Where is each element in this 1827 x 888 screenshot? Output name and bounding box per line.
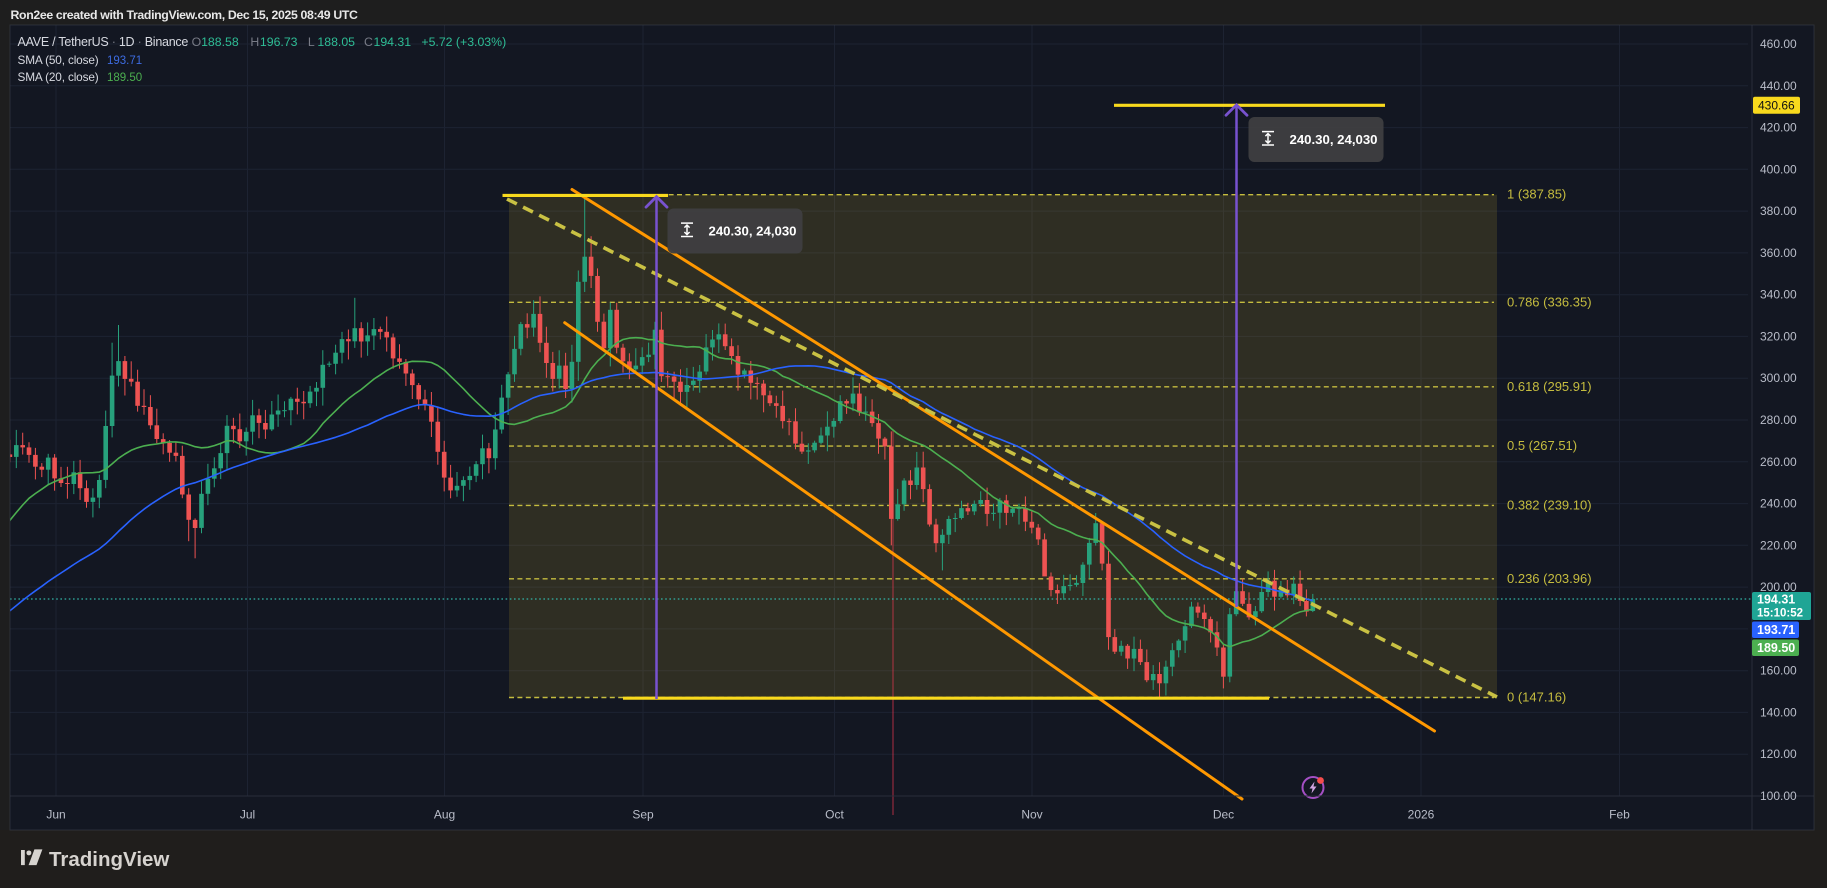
svg-text:Oct: Oct [825,808,844,822]
svg-text:Dec: Dec [1213,808,1234,822]
svg-text:189.50: 189.50 [107,72,142,84]
svg-text:160.00: 160.00 [1760,664,1797,678]
svg-text:430.66: 430.66 [1758,98,1795,112]
svg-text:O: O [192,35,202,49]
svg-text:0.618 (295.91): 0.618 (295.91) [1507,379,1592,394]
svg-text:260.00: 260.00 [1760,455,1797,469]
svg-text:460.00: 460.00 [1760,37,1797,51]
svg-text:0.786 (336.35): 0.786 (336.35) [1507,294,1592,309]
svg-text:120.00: 120.00 [1760,747,1797,761]
svg-text:100.00: 100.00 [1760,789,1797,803]
svg-text:AAVE / TetherUS · 1D · Binance: AAVE / TetherUS · 1D · Binance [18,35,189,49]
svg-text:220.00: 220.00 [1760,538,1797,552]
svg-text:SMA (50, close): SMA (50, close) [18,53,99,67]
svg-text:Aug: Aug [434,808,455,822]
svg-text:193.71: 193.71 [1757,623,1795,637]
svg-text:0 (147.16): 0 (147.16) [1507,690,1566,705]
svg-text:340.00: 340.00 [1760,288,1797,302]
svg-text:L: L [308,35,315,49]
svg-text:280.00: 280.00 [1760,413,1797,427]
svg-text:194.31: 194.31 [374,35,412,49]
svg-text:SMA (20, close): SMA (20, close) [18,70,99,84]
svg-text:240.30, 24,030: 240.30, 24,030 [709,224,797,239]
svg-text:188.58: 188.58 [201,35,239,49]
svg-text:Jun: Jun [46,808,65,822]
svg-text:380.00: 380.00 [1760,204,1797,218]
svg-text:240.00: 240.00 [1760,497,1797,511]
svg-text:194.31: 194.31 [1757,593,1795,607]
svg-text:196.73: 196.73 [260,35,298,49]
svg-text:Sep: Sep [632,808,654,822]
svg-text:+5.72 (+3.03%): +5.72 (+3.03%) [421,35,506,49]
svg-text:0.5 (267.51): 0.5 (267.51) [1507,438,1577,453]
svg-text:H: H [250,35,259,49]
svg-text:Ron2ee created with TradingVie: Ron2ee created with TradingView.com, Dec… [11,8,359,22]
svg-text:320.00: 320.00 [1760,329,1797,343]
svg-text:0.236 (203.96): 0.236 (203.96) [1507,571,1592,586]
svg-text:240.30, 24,030: 240.30, 24,030 [1290,132,1378,147]
svg-text:193.71: 193.71 [107,55,142,67]
svg-text:Jul: Jul [240,808,255,822]
svg-text:200.00: 200.00 [1760,580,1797,594]
svg-text:1 (387.85): 1 (387.85) [1507,187,1566,202]
svg-text:C: C [364,35,373,49]
svg-text:440.00: 440.00 [1760,79,1797,93]
svg-text:TradingView: TradingView [49,848,169,871]
svg-text:189.50: 189.50 [1757,641,1795,655]
svg-text:140.00: 140.00 [1760,705,1797,719]
svg-text:0.382 (239.10): 0.382 (239.10) [1507,497,1592,512]
svg-text:420.00: 420.00 [1760,121,1797,135]
svg-text:400.00: 400.00 [1760,162,1797,176]
svg-text:15:10:52: 15:10:52 [1757,608,1803,620]
svg-text:Nov: Nov [1021,808,1042,822]
svg-text:188.05: 188.05 [317,35,355,49]
svg-text:Feb: Feb [1609,808,1630,822]
svg-text:360.00: 360.00 [1760,246,1797,260]
svg-text:2026: 2026 [1408,808,1435,822]
svg-text:300.00: 300.00 [1760,371,1797,385]
